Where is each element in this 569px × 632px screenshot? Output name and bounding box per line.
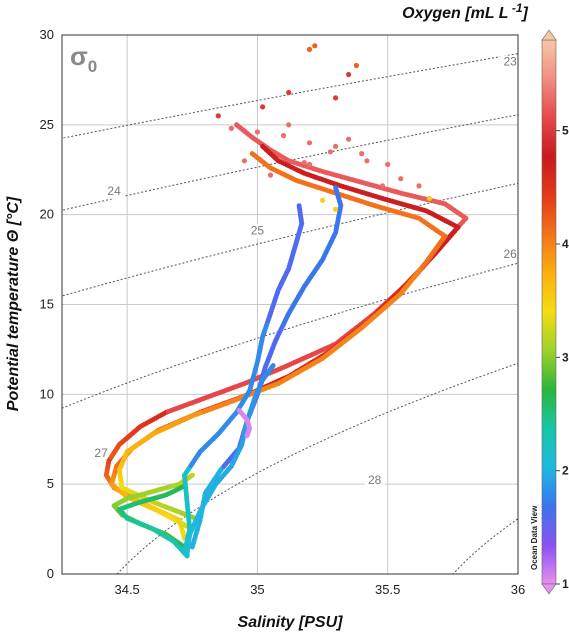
data-point (306, 46, 313, 53)
data-point (241, 158, 247, 164)
data-point (244, 433, 250, 439)
y-tick-label: 20 (40, 207, 54, 222)
data-point (286, 122, 292, 128)
y-tick-label: 15 (40, 297, 54, 312)
isopycnal-26 (62, 262, 518, 409)
colorbar-ticks: 1 2 3 4 5 (556, 124, 569, 591)
density-symbol: σ0 (70, 41, 97, 76)
isopycnal-25 (62, 182, 518, 297)
isopycnal-label: 23 (504, 55, 518, 69)
profile-purple-1 (182, 203, 305, 555)
data-point (379, 183, 386, 189)
isopycnal-label-bg (500, 55, 518, 70)
density-symbol-base: σ (70, 41, 88, 71)
colorbar-tick-label: 1 (562, 577, 569, 591)
colorbar-tick-label: 3 (562, 350, 569, 364)
isopycnal-label-bg (91, 447, 112, 462)
data-point (249, 151, 255, 157)
data-point (333, 185, 339, 191)
isopycnal-28 (452, 518, 518, 574)
y-tick-label: 25 (40, 117, 54, 132)
x-tick-label: 36 (511, 582, 525, 597)
y-tick-label: 10 (40, 386, 54, 401)
colorbar (541, 29, 557, 595)
profile-deep-teal (116, 483, 190, 559)
colorbar-tick-label: 4 (562, 237, 569, 251)
x-tick-label: 35 (250, 582, 264, 597)
colorbar-max-arrow (541, 29, 557, 41)
isopycnal-27 (116, 362, 518, 574)
data-point (260, 143, 266, 149)
data-point (359, 151, 365, 157)
data-point (260, 104, 266, 110)
isopycnal-label: 28 (368, 473, 382, 487)
data-point (333, 95, 339, 101)
y-tick-label: 5 (47, 476, 54, 491)
data-point (228, 125, 234, 131)
watermark: Ocean Data View (530, 505, 539, 570)
data-point (398, 176, 404, 182)
data-point (189, 472, 195, 478)
data-point (416, 183, 422, 189)
data-point (426, 195, 432, 202)
data-point (301, 160, 307, 166)
colorbar-min-arrow (541, 583, 557, 595)
data-point (333, 143, 339, 149)
isopycnal-label-bg (500, 247, 518, 262)
x-tick-label: 34.5 (114, 582, 139, 597)
data-point (320, 197, 326, 203)
data-point (346, 136, 352, 142)
data-point (234, 122, 240, 128)
isopycnal-label: 25 (251, 223, 265, 237)
colorbar-tick-label: 2 (562, 464, 569, 478)
profile-main-yellow (116, 151, 448, 523)
data-point (385, 161, 391, 167)
colorbar-body (541, 39, 557, 585)
data-point (306, 161, 313, 167)
isopycnal-label: 26 (504, 247, 518, 261)
data-point (353, 62, 359, 69)
isopycnal-label-bg (104, 184, 125, 199)
data-point (346, 71, 352, 78)
y-axis-title: Potential temperature Θ [°C] (5, 196, 22, 411)
data-points (103, 43, 469, 559)
isopycnal-label-bg (364, 474, 385, 489)
data-point (306, 140, 313, 146)
colorbar-title: Oxygen [mL L -1] (402, 1, 528, 22)
data-point (312, 43, 318, 49)
x-tick-label: 35.5 (375, 582, 400, 597)
density-symbol-sub: 0 (88, 57, 97, 76)
profile-lilac (236, 408, 253, 439)
data-point (215, 113, 221, 119)
isopycnal-label-bg (247, 224, 268, 239)
y-tick-label: 30 (40, 27, 54, 42)
profile-surface-scatter (215, 43, 432, 212)
data-point (286, 89, 292, 96)
data-point (270, 363, 276, 369)
data-point (296, 203, 302, 209)
data-point (254, 129, 260, 135)
data-point (364, 158, 370, 164)
x-axis-ticks: 34.5 35 35.5 36 (114, 582, 525, 597)
isopycnal-label: 24 (107, 184, 121, 198)
data-point (267, 172, 274, 178)
plot-frame (61, 34, 519, 575)
data-point (333, 206, 339, 212)
isopycnal-lines: 23 24 25 26 27 28 (62, 53, 518, 574)
y-tick-label: 0 (47, 566, 54, 581)
isopycnal-label: 27 (94, 446, 108, 460)
data-point (280, 133, 287, 139)
x-axis-title: Salinity [PSU] (238, 614, 344, 631)
y-axis-ticks: 0 5 10 15 20 25 30 (40, 27, 54, 581)
colorbar-tick-label: 5 (562, 124, 569, 138)
data-point (327, 149, 333, 155)
